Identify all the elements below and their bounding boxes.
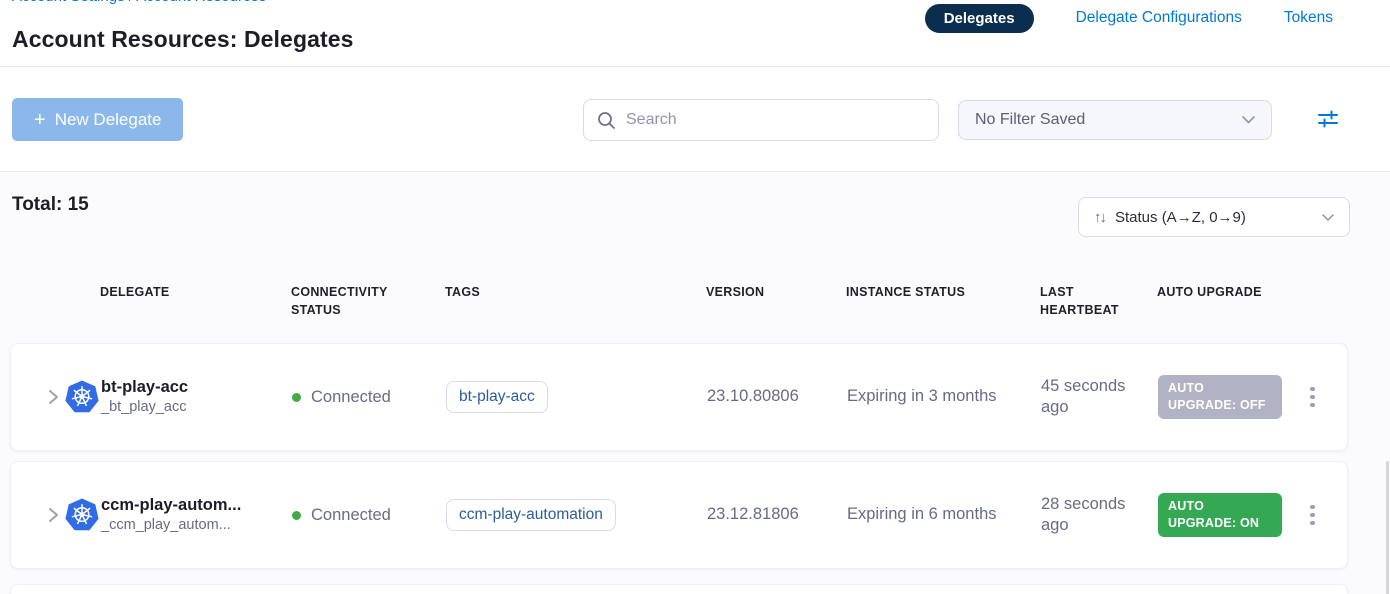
table-row[interactable]: bt-play-acc _bt_play_acc Connected bt-pl… (10, 343, 1348, 451)
search-icon (597, 111, 616, 130)
col-last-heartbeat: LAST HEARTBEAT (1040, 285, 1119, 318)
expand-chevron-icon[interactable] (44, 387, 62, 407)
row-menu-button[interactable] (1304, 381, 1321, 414)
sort-dropdown[interactable]: ↑↓ Status (A→Z, 0→9) (1078, 197, 1350, 237)
tab-tokens[interactable]: Tokens (1283, 9, 1333, 26)
auto-upgrade-cell: AUTO UPGRADE: ON (1158, 493, 1304, 537)
chevron-down-icon (1242, 116, 1255, 124)
instance-status: Expiring in 3 months (847, 387, 997, 406)
row-expander (11, 498, 101, 532)
filter-settings-button[interactable] (1316, 106, 1342, 132)
delegate-id: _bt_play_acc (101, 399, 187, 416)
tab-delegate-configurations[interactable]: Delegate Configurations (1075, 9, 1242, 26)
expand-chevron-icon[interactable] (44, 505, 62, 525)
tag-chip: ccm-play-automation (446, 499, 616, 531)
page-title: Account Resources: Delegates (12, 26, 354, 52)
version: 23.10.80806 (707, 387, 799, 406)
table-row-partial[interactable] (10, 584, 1348, 594)
instance-status: Expiring in 6 months (847, 505, 997, 524)
version: 23.12.81806 (707, 505, 799, 524)
saved-filter-value: No Filter Saved (975, 111, 1086, 128)
plus-icon: + (34, 108, 46, 131)
table-row[interactable]: ccm-play-autom... _ccm_play_autom... Con… (10, 461, 1348, 569)
search-input[interactable] (626, 111, 925, 129)
delegate-name-cell: bt-play-acc _bt_play_acc (101, 377, 292, 417)
row-menu-button[interactable] (1304, 499, 1321, 532)
sort-value: Status (A→Z, 0→9) (1115, 208, 1246, 226)
col-version: VERSION (706, 285, 765, 299)
connectivity-cell: Connected (292, 388, 446, 407)
auto-upgrade-cell: AUTO UPGRADE: OFF (1158, 375, 1304, 419)
delegate-id: _ccm_play_autom... (101, 517, 231, 534)
col-instance-status: INSTANCE STATUS (846, 285, 966, 299)
col-connectivity-status: CONNECTIVITY STATUS (291, 285, 388, 318)
tags-cell: bt-play-acc (446, 381, 707, 413)
last-heartbeat: 28 seconds ago (1041, 494, 1126, 534)
connectivity-status: Connected (311, 387, 391, 406)
auto-upgrade-badge: AUTO UPGRADE: ON (1158, 493, 1282, 537)
toolbar: + New Delegate No Filter Saved (0, 67, 1390, 172)
tag-chip: bt-play-acc (446, 381, 548, 413)
page-header: Account Settings / Account Resources Acc… (0, 0, 1390, 67)
search-box (583, 99, 939, 141)
total-count: Total: 15 (12, 194, 89, 215)
vertical-scrollbar[interactable] (1386, 461, 1389, 594)
kubernetes-icon (65, 380, 99, 414)
tab-bar: Delegates Delegate Configurations Tokens (924, 2, 1333, 34)
delegate-list-section: Total: 15 ↑↓ Status (A→Z, 0→9) DELEGATE … (0, 173, 1390, 594)
connectivity-cell: Connected (292, 506, 446, 525)
tags-cell: ccm-play-automation (446, 499, 707, 531)
col-auto-upgrade: AUTO UPGRADE (1157, 285, 1262, 299)
table-header-row: DELEGATE CONNECTIVITY STATUS TAGS VERSIO… (10, 283, 1348, 319)
breadcrumb[interactable]: Account Settings / Account Resources (12, 0, 266, 5)
delegate-name: ccm-play-autom... (101, 495, 242, 514)
kubernetes-icon (65, 498, 99, 532)
connected-dot-icon (292, 510, 301, 520)
col-delegate: DELEGATE (100, 285, 170, 299)
connectivity-status: Connected (311, 505, 391, 524)
sort-arrows-icon: ↑↓ (1094, 208, 1107, 226)
auto-upgrade-badge: AUTO UPGRADE: OFF (1158, 375, 1282, 419)
chevron-down-icon (1322, 213, 1334, 221)
new-delegate-button[interactable]: + New Delegate (12, 98, 184, 141)
delegate-name: bt-play-acc (101, 377, 189, 396)
delegate-name-cell: ccm-play-autom... _ccm_play_autom... (101, 495, 292, 535)
tab-delegates[interactable]: Delegates (924, 3, 1034, 33)
new-delegate-label: New Delegate (54, 109, 162, 129)
saved-filter-dropdown[interactable]: No Filter Saved (958, 100, 1272, 140)
col-tags: TAGS (445, 285, 480, 299)
last-heartbeat: 45 seconds ago (1041, 376, 1126, 416)
row-expander (11, 380, 101, 414)
sliders-icon (1316, 107, 1342, 131)
connected-dot-icon (292, 392, 301, 402)
